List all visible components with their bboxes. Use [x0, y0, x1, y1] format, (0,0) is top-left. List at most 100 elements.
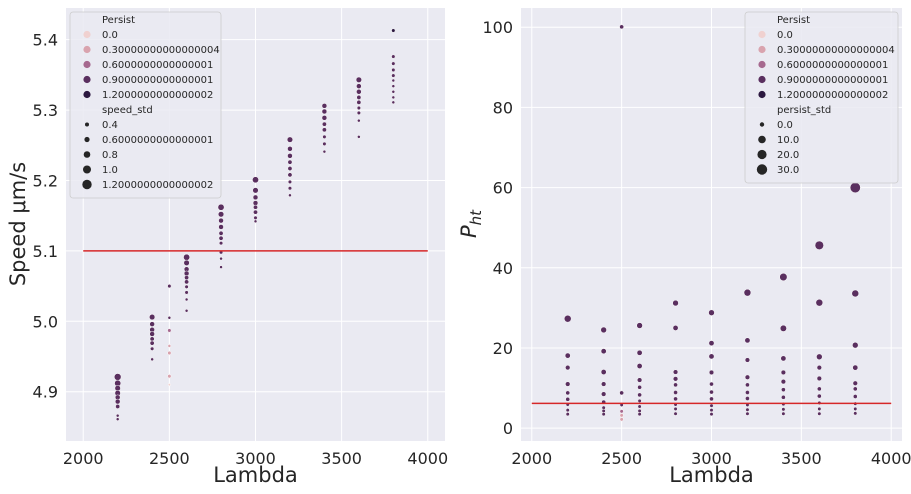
data-point	[391, 54, 396, 59]
data-point	[565, 396, 571, 402]
data-point	[115, 404, 121, 409]
data-point	[745, 382, 750, 388]
legend-hue-marker	[758, 60, 766, 69]
data-point	[322, 134, 327, 139]
data-point	[391, 73, 396, 78]
data-point	[287, 186, 293, 191]
y-tick-label: 5.3	[33, 101, 58, 120]
data-point	[780, 355, 787, 362]
legend-size-label: 1.0	[102, 165, 118, 176]
data-point	[637, 398, 642, 403]
legend-hue-marker	[758, 45, 766, 54]
data-point	[287, 172, 293, 178]
data-point	[673, 382, 678, 388]
data-point	[115, 413, 120, 418]
data-point	[636, 349, 643, 356]
data-point	[167, 350, 172, 356]
data-point	[600, 348, 607, 355]
right-x-axis-label: Lambda	[669, 463, 754, 487]
data-point	[744, 357, 751, 363]
data-point	[619, 24, 624, 30]
data-point	[852, 386, 858, 392]
data-point	[184, 279, 190, 285]
data-point	[183, 259, 190, 266]
data-point	[709, 396, 714, 402]
legend-hue-marker	[83, 60, 91, 69]
data-point	[708, 369, 715, 376]
data-point	[252, 176, 259, 184]
data-point	[167, 374, 172, 379]
data-point	[218, 241, 224, 246]
legend-size-label: 0.0	[777, 120, 793, 131]
legend-size-marker	[83, 151, 91, 158]
data-point	[356, 99, 362, 105]
data-point	[252, 187, 259, 194]
data-point	[781, 394, 786, 400]
data-point	[619, 413, 624, 418]
legend-hue-label: 0.30000000000000004	[102, 45, 220, 56]
data-point	[391, 95, 396, 100]
data-point	[391, 100, 396, 105]
data-point	[149, 336, 155, 342]
data-point	[391, 28, 396, 33]
x-tick-label: 2500	[601, 449, 642, 468]
legend-hue-marker	[758, 30, 766, 39]
legend-size-label: 0.6000000000000001	[102, 135, 213, 146]
data-point	[218, 224, 224, 230]
data-point	[637, 377, 643, 383]
data-point	[184, 275, 190, 281]
data-point	[743, 288, 752, 297]
legend-size-title: persist_std	[777, 105, 831, 116]
data-point	[287, 159, 293, 165]
legend-hue-title: Persist	[777, 15, 810, 26]
legend-size-marker	[759, 122, 765, 127]
data-point	[672, 376, 679, 382]
legend-hue-label: 0.0	[777, 30, 793, 41]
data-point	[745, 407, 750, 412]
data-point	[672, 369, 679, 375]
x-tick-label: 3500	[321, 449, 362, 468]
data-point	[321, 108, 328, 115]
data-point	[391, 67, 396, 73]
data-point	[287, 146, 293, 152]
y-tick-label: 80	[493, 98, 513, 117]
data-point	[356, 110, 361, 115]
data-point	[673, 390, 678, 395]
legend-hue-label: 0.30000000000000004	[777, 45, 895, 56]
data-point	[357, 135, 361, 139]
data-point	[709, 408, 714, 413]
data-point	[817, 406, 822, 411]
data-point	[601, 391, 607, 397]
data-point	[150, 357, 154, 362]
data-point	[167, 328, 172, 333]
data-point	[357, 118, 361, 123]
data-point	[816, 365, 822, 371]
data-point	[563, 314, 572, 323]
data-point	[781, 387, 786, 393]
legend-hue-label: 1.2000000000000002	[777, 90, 888, 101]
data-point	[619, 390, 624, 396]
data-point	[219, 265, 223, 269]
legend-hue-marker	[83, 45, 91, 54]
legend-size-label: 0.4	[102, 120, 118, 131]
y-tick-label: 20	[493, 339, 513, 358]
data-point	[817, 393, 822, 399]
legend-size-marker	[757, 149, 767, 160]
y-tick-label: 5.2	[33, 171, 58, 190]
data-point	[673, 406, 678, 411]
data-point	[781, 407, 786, 412]
data-point	[184, 297, 189, 302]
x-tick-label: 2000	[63, 449, 104, 468]
data-point	[672, 299, 679, 307]
data-point	[600, 369, 607, 375]
y-tick-label: 60	[493, 179, 513, 198]
y-tick-label: 5.1	[33, 242, 58, 261]
data-point	[709, 389, 714, 395]
data-point	[673, 396, 678, 402]
data-point	[816, 375, 822, 382]
data-point	[852, 342, 859, 349]
legend-hue-marker	[83, 75, 91, 84]
data-point	[600, 326, 607, 334]
data-point	[113, 373, 122, 381]
